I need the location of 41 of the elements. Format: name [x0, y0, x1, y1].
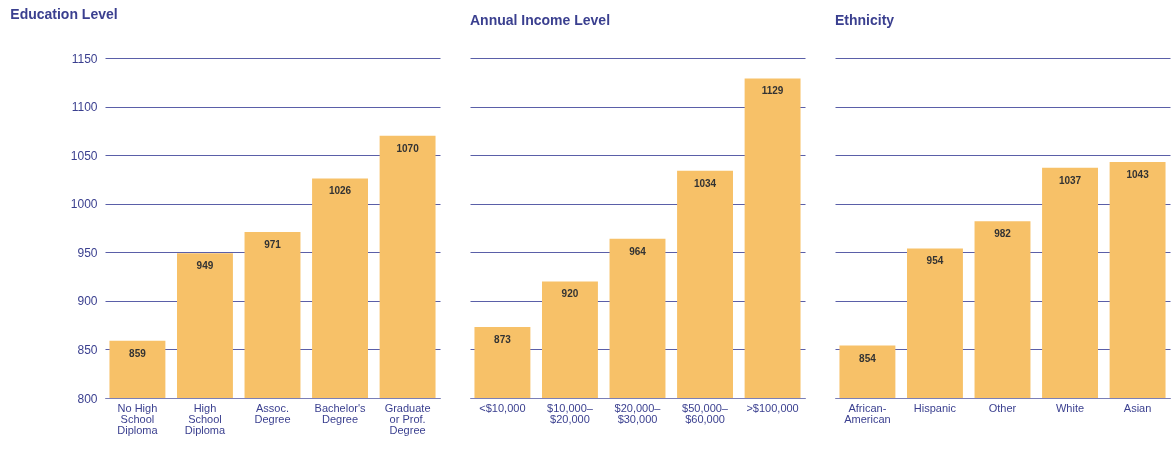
x-tick-label: >$100,000 — [746, 401, 799, 414]
y-tick-label: 1050 — [70, 148, 98, 163]
data-label: 859 — [129, 347, 147, 359]
data-label: 1070 — [396, 142, 420, 154]
x-tick-label: Asian — [1123, 401, 1152, 414]
x-tick-label: Graduate or Prof. Degree — [384, 401, 431, 436]
y-tick-label: 1000 — [70, 197, 98, 212]
x-tick-label: High School Diploma — [184, 401, 227, 436]
data-label: 964 — [629, 245, 647, 257]
data-label: 949 — [196, 260, 214, 272]
data-label: 1037 — [1058, 174, 1082, 186]
data-label: 854 — [859, 352, 877, 364]
data-label: 1043 — [1126, 168, 1150, 180]
data-label: 1026 — [328, 185, 352, 197]
data-label: 920 — [561, 288, 579, 300]
data-label: 982 — [994, 228, 1012, 240]
y-tick-label: 1100 — [71, 100, 98, 115]
x-tick-label: Other — [988, 401, 1017, 414]
x-tick-label: African-American — [844, 401, 891, 425]
x-tick-label: <$10,000 — [479, 401, 526, 414]
data-label: 954 — [926, 255, 944, 267]
x-tick-label: $10,000–$20,000 — [547, 401, 594, 425]
data-label: 1129 — [761, 85, 784, 97]
x-tick-label: $50,000–$60,000 — [682, 401, 729, 425]
x-tick-label: $20,000–$30,000 — [614, 401, 662, 425]
data-label: 873 — [494, 334, 512, 346]
y-tick-label: 900 — [77, 294, 98, 309]
y-tick-label: 950 — [77, 245, 98, 260]
y-tick-label: 1150 — [71, 51, 98, 66]
chart-title: Ethnicity — [835, 12, 895, 28]
data-label: 971 — [264, 238, 282, 250]
x-tick-label: White — [1055, 401, 1085, 414]
chart-title: Education Level — [10, 6, 118, 22]
y-tick-label: 850 — [77, 342, 98, 357]
y-tick-label: 800 — [77, 391, 98, 406]
chart-title: Annual Income Level — [470, 12, 611, 28]
data-label: 1034 — [693, 177, 717, 189]
x-tick-label: No High School Diploma — [117, 401, 159, 436]
x-tick-label: Bachelor's Degree — [314, 401, 367, 425]
x-tick-label: Hispanic — [913, 401, 957, 414]
x-tick-label: Assoc. Degree — [254, 401, 291, 425]
